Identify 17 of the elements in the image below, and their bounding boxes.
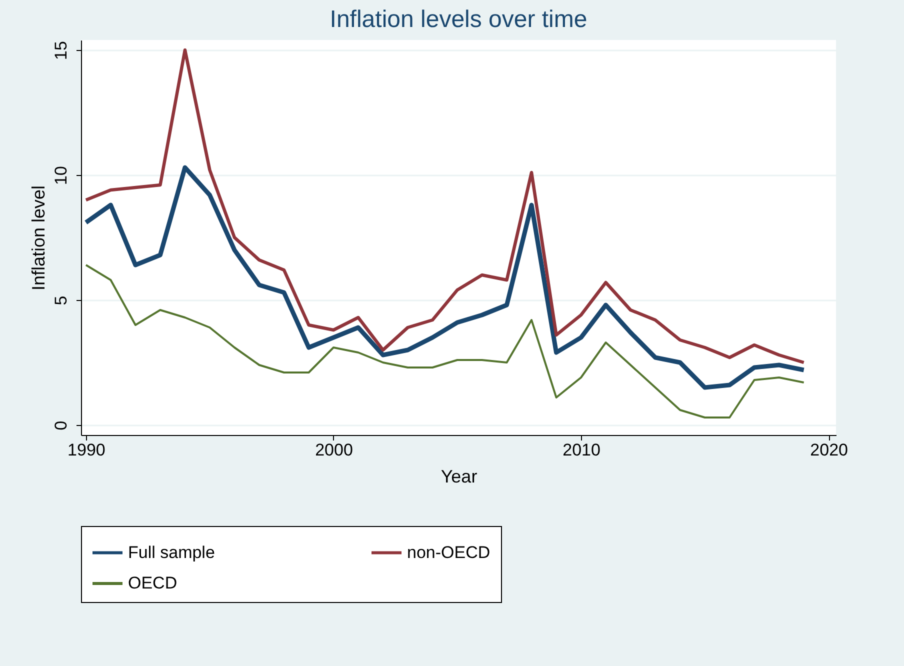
line-series [84, 48, 806, 364]
y-tick-label: 15 [52, 41, 70, 60]
legend-label: Full sample [128, 542, 215, 562]
line-series [84, 165, 806, 390]
line-series [84, 264, 805, 418]
x-tick-label: 2000 [315, 440, 353, 460]
y-axis-title: Inflation level [28, 185, 48, 291]
chart-title: Inflation levels over time [330, 6, 588, 33]
y-tick-label: 0 [52, 420, 70, 430]
y-tick-label: 10 [52, 166, 70, 185]
legend-label: non-OECD [407, 542, 490, 562]
x-axis-title: Year [440, 466, 478, 486]
x-tick-label: 2010 [562, 440, 600, 460]
legend-label: OECD [128, 574, 178, 592]
x-tick-label: 1990 [68, 440, 106, 460]
x-tick-label: 2020 [810, 440, 848, 460]
y-tick-label: 5 [52, 296, 70, 306]
